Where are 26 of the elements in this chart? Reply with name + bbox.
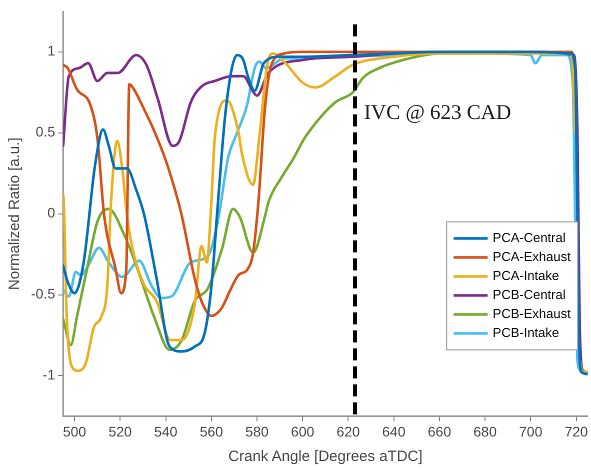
x-tick-label: 640: [382, 423, 406, 440]
legend-label: PCA-Central: [492, 230, 566, 245]
legend-label: PCB-Intake: [492, 324, 560, 340]
x-tick-label: 620: [336, 423, 360, 440]
x-tick-label: 600: [290, 423, 314, 440]
ref-line-label: IVC @ 623 CAD: [364, 100, 512, 124]
x-tick-label: 520: [108, 423, 132, 440]
x-tick-label: 580: [245, 423, 269, 440]
x-tick-label: 720: [564, 423, 588, 440]
y-tick-label: 0.5: [36, 124, 56, 140]
x-tick-label: 700: [518, 423, 543, 440]
legend-label: PCB-Central: [492, 286, 566, 302]
legend-label: PCA-Exhaust: [492, 248, 572, 264]
x-tick-label: 540: [154, 423, 178, 440]
legend-label: PCA-Intake: [492, 268, 560, 283]
y-tick-label: 0: [47, 204, 56, 221]
x-tick-label: 660: [428, 423, 452, 440]
y-tick-label: 1: [47, 42, 56, 59]
y-axis-title: Normalized Ratio [a.u.]: [6, 138, 24, 290]
y-tick-label: -1: [42, 366, 56, 383]
x-tick-label: 680: [473, 423, 497, 440]
y-tick-label: -0.5: [31, 286, 56, 302]
x-tick-label: 560: [200, 423, 224, 440]
x-axis-title: Crank Angle [Degrees aTDC]: [228, 448, 423, 466]
legend-label: PCB-Exhaust: [492, 306, 572, 321]
x-tick-label: 500: [62, 423, 86, 440]
